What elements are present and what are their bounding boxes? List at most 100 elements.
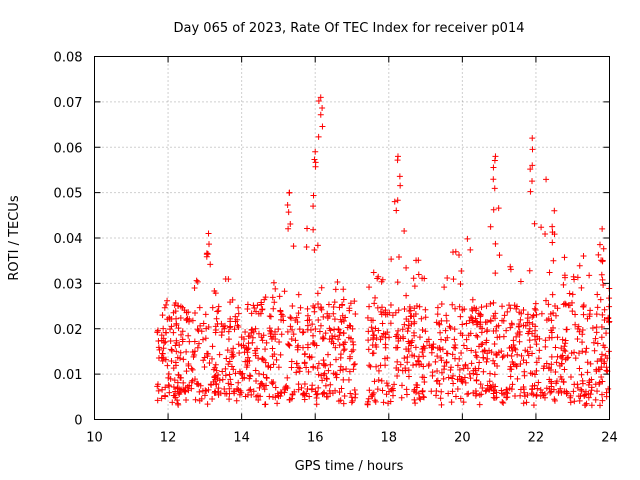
data-point [403,264,410,271]
data-point [327,361,334,368]
data-point [298,384,305,391]
data-point [380,330,387,337]
data-point [593,366,600,373]
data-point [487,300,494,307]
data-point [551,396,558,403]
data-point [503,386,510,393]
data-point [400,333,407,340]
x-tick-label: 12 [160,431,177,446]
data-point [410,329,417,336]
data-point [507,324,514,331]
data-point [260,382,267,389]
data-point [493,323,500,330]
data-point [227,376,234,383]
data-point [599,225,606,232]
y-tick-label: 0.04 [54,232,83,247]
data-point [437,354,444,361]
data-point [293,360,300,367]
data-point [304,312,311,319]
data-point [170,329,177,336]
data-point [212,329,219,336]
data-point [160,355,167,362]
data-point [408,321,415,328]
data-point [171,392,178,399]
data-point [572,311,579,318]
data-point [319,104,326,111]
data-point [457,280,464,287]
data-point [179,328,186,335]
data-point [560,379,567,386]
data-point [586,311,593,318]
data-point [310,339,317,346]
data-point [244,357,251,364]
data-point [468,306,475,313]
data-point [295,381,302,388]
data-point [511,302,518,309]
data-point [470,319,477,326]
data-point [419,349,426,356]
data-point [269,345,276,352]
data-point [334,278,341,285]
data-point [314,390,321,397]
data-point [318,284,325,291]
data-point [310,364,317,371]
data-point [365,337,372,344]
data-point [159,386,166,393]
data-point [507,373,514,380]
data-point [476,391,483,398]
data-point [337,351,344,358]
data-point [226,324,233,331]
data-point [183,368,190,375]
data-point [351,360,358,367]
data-point [521,389,528,396]
data-point [323,375,330,382]
data-point [502,389,509,396]
data-point [470,389,477,396]
data-point [208,381,215,388]
data-point [275,393,282,400]
data-point [215,388,222,395]
data-point [266,325,273,332]
data-point [320,372,327,379]
data-point [548,361,555,368]
data-point [548,383,555,390]
data-point [340,341,347,348]
data-point [405,367,412,374]
data-point [428,388,435,395]
data-point [398,382,405,389]
data-point [317,322,324,329]
data-point [598,324,605,331]
data-point [286,396,293,403]
data-point [486,386,493,393]
data-point [288,315,295,322]
data-point [491,371,498,378]
data-point [186,316,193,323]
data-point [387,301,394,308]
data-point [527,344,534,351]
data-point [173,320,180,327]
data-point [580,303,587,310]
data-point [478,329,485,336]
data-point [166,389,173,396]
data-point [507,263,514,270]
data-point [213,315,220,322]
data-point [579,327,586,334]
data-point [513,333,520,340]
data-point [412,311,419,318]
data-point [209,395,216,402]
data-point [567,392,574,399]
data-point [224,347,231,354]
data-point [274,400,281,407]
data-point [215,303,222,310]
data-point [484,382,491,389]
data-point [600,245,607,252]
data-point [490,206,497,213]
data-point [507,266,514,273]
data-point [566,302,573,309]
data-point [273,356,280,363]
data-point [576,262,583,269]
data-point [332,344,339,351]
data-point [450,276,457,283]
data-point [294,318,301,325]
data-point [189,348,196,355]
